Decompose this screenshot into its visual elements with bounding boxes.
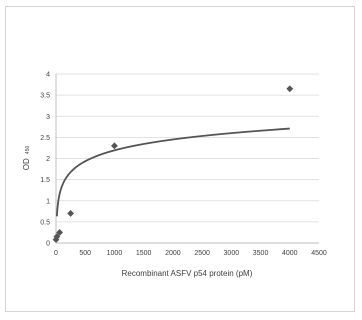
data-point-diamond	[56, 229, 64, 236]
y-tick-label: 2	[46, 156, 50, 163]
x-tick-label: 3500	[253, 250, 269, 257]
x-tick-label: 4500	[311, 250, 327, 257]
tick-labels: 0 0.5 1 1.5 2 2.5 3 3.5 4 0 500 1000 1500 2000 2500 300…	[40, 72, 327, 258]
x-tick-label: 0	[54, 250, 58, 257]
y-tick-label: 4	[46, 72, 50, 79]
x-tick-label: 500	[79, 250, 91, 257]
y-axis-title-subscript: 450	[25, 145, 31, 154]
x-tick-label: 2500	[194, 250, 210, 257]
log-trendline	[55, 127, 290, 217]
data-point-diamond	[286, 85, 294, 93]
data-point-diamond	[67, 210, 75, 217]
data-series	[52, 85, 294, 244]
x-axis-title: Recombinant ASFV p54 protein (pM)	[122, 269, 253, 278]
chart-frame	[5, 6, 355, 312]
y-tick-label: 0	[46, 241, 50, 248]
data-point-diamond	[111, 142, 118, 150]
x-tick-label: 1500	[136, 250, 152, 257]
x-tick-label: 3000	[224, 250, 240, 257]
axes	[55, 74, 319, 244]
y-tick-label: 3	[46, 114, 50, 121]
y-tick-label: 3.5	[40, 93, 50, 100]
y-tick-label: 1.5	[40, 177, 50, 184]
x-tick-label: 2000	[165, 250, 181, 257]
y-axis-title: OD 450	[22, 145, 31, 170]
y-tick-label: 1	[46, 198, 50, 205]
gridlines	[56, 73, 319, 223]
data-point-diamond	[53, 233, 61, 241]
y-axis-title-main: OD	[22, 158, 31, 170]
y-tick-label: 2.5	[40, 135, 50, 142]
x-tick-label: 1000	[107, 250, 123, 257]
y-tick-label: 0.5	[40, 219, 50, 226]
x-tick-label: 4000	[282, 250, 298, 257]
